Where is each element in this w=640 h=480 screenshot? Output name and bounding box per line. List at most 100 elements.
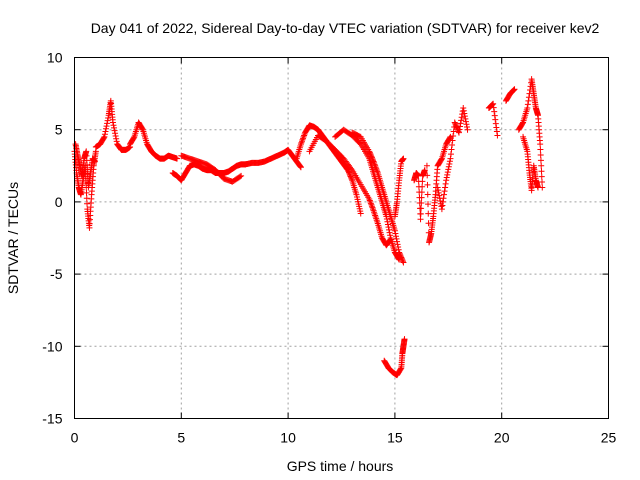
- data-point: [83, 189, 90, 196]
- data-point: [490, 100, 497, 107]
- data-point: [112, 130, 119, 137]
- series-arc-0b: [72, 141, 98, 191]
- data-point: [370, 206, 377, 213]
- data-point: [113, 138, 120, 145]
- data-point: [368, 154, 375, 161]
- data-point: [510, 87, 517, 94]
- data-point: [445, 163, 452, 170]
- y-tick-label: 10: [47, 50, 63, 66]
- data-point: [456, 126, 463, 133]
- data-point: [524, 101, 531, 108]
- series-arc-1: [92, 97, 134, 153]
- data-point: [370, 158, 377, 165]
- data-point: [347, 172, 354, 179]
- data-point: [444, 169, 451, 176]
- data-point: [491, 108, 498, 115]
- chart-title: Day 041 of 2022, Sidereal Day-to-day VTE…: [91, 20, 600, 36]
- data-point: [448, 146, 455, 153]
- data-point: [393, 235, 400, 242]
- data-point: [397, 251, 404, 258]
- data-point: [366, 149, 373, 156]
- data-point: [368, 153, 375, 160]
- x-tick-label: 10: [280, 430, 296, 446]
- data-point: [425, 201, 432, 208]
- y-tick-label: 5: [55, 122, 63, 138]
- y-tick-label: -10: [42, 338, 62, 354]
- data-point: [452, 120, 459, 127]
- data-point: [392, 230, 399, 237]
- series-arc-12: [423, 133, 454, 246]
- x-tick-label: 25: [601, 430, 617, 446]
- series-arc-15: [502, 86, 518, 104]
- data-point: [417, 210, 424, 217]
- data-point: [371, 159, 378, 166]
- data-point: [391, 227, 398, 234]
- data-point: [447, 155, 454, 162]
- data-point: [439, 202, 446, 209]
- data-point: [525, 97, 532, 104]
- data-point: [455, 129, 462, 136]
- data-point: [369, 204, 376, 211]
- data-point: [394, 241, 401, 248]
- series-arc-11: [411, 167, 428, 223]
- data-point: [300, 135, 307, 142]
- series-arc-13: [434, 105, 471, 213]
- data-point: [111, 124, 118, 131]
- x-tick-label: 15: [387, 430, 403, 446]
- data-point: [442, 184, 449, 191]
- data-point: [445, 166, 452, 173]
- data-point: [369, 155, 376, 162]
- data-point: [537, 141, 544, 148]
- data-point: [83, 195, 90, 202]
- series-arc-14: [485, 100, 501, 139]
- data-point: [238, 172, 245, 179]
- data-point: [104, 120, 111, 127]
- data-point: [348, 165, 355, 172]
- tick-layer: 0 5 10 15 20 25 -15 -10 -5 0 5 10: [42, 50, 616, 446]
- series-arc-3b: [178, 152, 245, 185]
- data-point: [447, 133, 454, 140]
- data-point: [347, 173, 354, 180]
- data-point: [438, 203, 445, 210]
- data-point: [464, 126, 471, 133]
- data-point: [91, 158, 98, 165]
- series-arc-6: [306, 132, 394, 249]
- data-point: [366, 196, 373, 203]
- data-point: [434, 184, 441, 191]
- data-point: [442, 180, 449, 187]
- data-point: [424, 181, 431, 188]
- data-point: [417, 216, 424, 223]
- data-point: [461, 113, 468, 120]
- data-point: [452, 122, 459, 129]
- data-point: [458, 114, 465, 121]
- data-point: [451, 119, 458, 126]
- data-point: [112, 133, 119, 140]
- data-point: [424, 172, 431, 179]
- data-point: [424, 191, 431, 198]
- data-point: [421, 167, 428, 174]
- data-point: [386, 229, 393, 236]
- data-point: [441, 188, 448, 195]
- data-point: [524, 105, 531, 112]
- data-point: [109, 119, 116, 126]
- data-point: [139, 125, 146, 132]
- data-point: [384, 221, 391, 228]
- data-point: [511, 86, 518, 93]
- series-arc-17: [520, 133, 542, 194]
- data-point: [110, 122, 117, 129]
- data-point: [491, 112, 498, 119]
- data-point: [395, 246, 402, 253]
- data-point: [492, 120, 499, 127]
- data-point: [435, 187, 442, 194]
- data-point: [418, 194, 425, 201]
- data-point: [396, 250, 403, 257]
- data-point: [296, 162, 303, 169]
- data-point: [537, 151, 544, 158]
- data-point: [419, 183, 426, 190]
- data-point: [463, 121, 470, 128]
- data-point: [398, 254, 405, 261]
- data-point: [383, 216, 390, 223]
- data-point: [300, 133, 307, 140]
- data-point: [510, 86, 517, 93]
